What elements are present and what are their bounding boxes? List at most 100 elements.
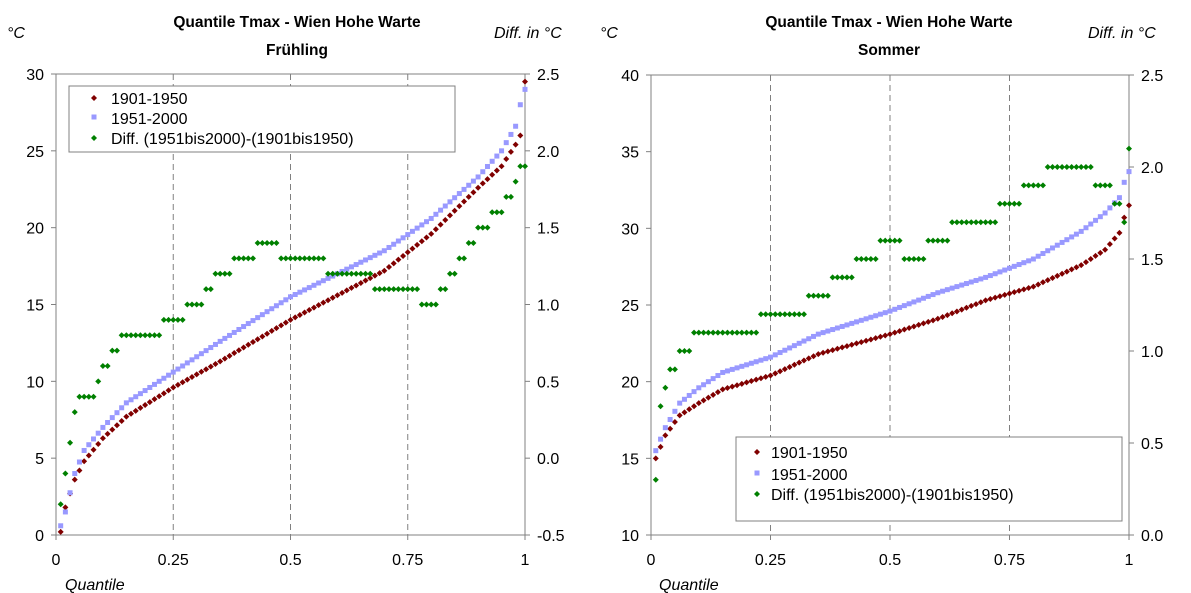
chart-2-point-1951-2000 xyxy=(710,376,716,382)
chart-1-point-1951-2000 xyxy=(358,259,364,265)
chart-1-point-1901-1950 xyxy=(390,260,397,267)
chart-1-point-diff xyxy=(489,209,496,216)
chart-2-point-1901-1950 xyxy=(973,301,980,308)
chart-1-y2-tick-label: 2.5 xyxy=(537,67,559,84)
chart-2-point-diff xyxy=(676,348,683,354)
chart-1-point-1901-1950 xyxy=(99,435,106,442)
chart-2-point-1951-2000 xyxy=(796,340,802,346)
chart-1-point-diff xyxy=(137,332,144,339)
chart-1-point-1901-1950 xyxy=(207,363,214,370)
chart-1-point-1951-2000 xyxy=(414,225,420,231)
chart-1-point-1951-2000 xyxy=(123,400,129,406)
chart-2-point-1951-2000 xyxy=(839,323,845,329)
chart-2-point-1951-2000 xyxy=(748,360,754,366)
chart-2-point-1951-2000 xyxy=(753,359,759,365)
chart-2-point-diff xyxy=(829,274,836,281)
chart-2-point-1901-1950 xyxy=(691,403,698,410)
chart-1-point-1901-1950 xyxy=(193,371,200,378)
chart-1-gridlines xyxy=(172,74,409,535)
chart-2-point-1901-1950 xyxy=(930,317,937,324)
chart-1-point-diff xyxy=(470,240,477,247)
chart-2-point-1901-1950 xyxy=(953,308,960,315)
chart-1-point-diff xyxy=(165,316,172,323)
chart-2-point-1951-2000 xyxy=(653,448,659,454)
chart-2-point-diff xyxy=(839,274,846,281)
chart-2-point-1901-1950 xyxy=(1116,229,1123,236)
chart-1-point-1951-2000 xyxy=(461,186,467,192)
chart-2-point-1951-2000 xyxy=(734,365,740,371)
chart-1-point-1951-2000 xyxy=(391,241,397,247)
chart-1-point-diff xyxy=(456,255,463,262)
chart-2-point-1901-1950 xyxy=(777,368,784,375)
chart-2-point-diff xyxy=(824,292,831,299)
chart-1-point-1951-2000 xyxy=(363,257,369,263)
chart-1-point-1951-2000 xyxy=(269,306,275,312)
chart-2-point-1901-1950 xyxy=(757,375,764,382)
chart-1-point-diff xyxy=(104,362,111,369)
chart-2-point-diff xyxy=(1102,182,1109,189)
chart-2-point-1901-1950 xyxy=(1025,284,1032,291)
chart-2-point-1951-2000 xyxy=(1007,265,1012,271)
chart-2-point-1901-1950 xyxy=(958,306,965,313)
chart-2-point-1901-1950 xyxy=(1035,281,1042,288)
chart-2-point-diff xyxy=(1092,182,1099,189)
chart-2-point-diff xyxy=(777,311,784,318)
chart-2-point-diff xyxy=(1020,182,1027,189)
chart-1-point-diff xyxy=(264,240,271,247)
chart-2-point-1951-2000 xyxy=(944,287,950,293)
chart-1-point-1951-2000 xyxy=(325,275,331,281)
chart-2-point-1901-1950 xyxy=(671,419,678,426)
chart-2-point-1901-1950 xyxy=(891,329,898,336)
chart-2-point-diff xyxy=(657,403,664,410)
chart-2-point-1951-2000 xyxy=(968,279,974,285)
chart-1-point-diff xyxy=(437,286,444,293)
chart-1-point-diff xyxy=(203,286,210,293)
chart-2-point-1951-2000 xyxy=(983,274,989,280)
chart-2-point-diff xyxy=(671,366,678,373)
chart-2-point-diff xyxy=(1116,200,1123,207)
chart-1-point-1901-1950 xyxy=(484,176,491,183)
chart-1-point-1951-2000 xyxy=(470,178,476,184)
chart-2-point-diff xyxy=(1016,200,1023,207)
chart-2-point-1901-1950 xyxy=(882,332,889,339)
chart-1-y2-tick-label: 0.5 xyxy=(537,374,559,391)
chart-2-point-1951-2000 xyxy=(1097,214,1103,220)
chart-1-point-diff xyxy=(512,178,519,185)
chart-2-point-1951-2000 xyxy=(820,330,826,336)
chart-1-legend-marker-diff xyxy=(91,135,97,141)
chart-2-point-1901-1950 xyxy=(815,351,822,358)
chart-2-point-1951-2000 xyxy=(949,285,955,291)
chart-1-point-1951-2000 xyxy=(499,148,505,154)
chart-1-point-1901-1950 xyxy=(90,446,97,453)
chart-2-point-1951-2000 xyxy=(758,357,764,363)
chart-1-point-1951-2000 xyxy=(494,153,500,159)
chart-2-point-1901-1950 xyxy=(1082,259,1089,266)
chart-1-point-1951-2000 xyxy=(311,282,317,288)
chart-2-y-tick-label: 20 xyxy=(621,375,639,392)
chart-1-point-1951-2000 xyxy=(72,471,78,477)
chart-1-subtitle: Frühling xyxy=(266,42,328,59)
chart-2-point-1901-1950 xyxy=(700,397,707,404)
chart-2-point-diff xyxy=(719,329,726,336)
chart-2-point-1951-2000 xyxy=(901,303,907,309)
chart-2-point-1951-2000 xyxy=(959,282,965,288)
chart-1-point-1951-2000 xyxy=(466,182,472,188)
chart-1-y-tick-label: 15 xyxy=(26,298,44,315)
chart-1-point-diff xyxy=(371,286,378,293)
chart-2-point-1951-2000 xyxy=(863,316,869,322)
chart-1-point-1951-2000 xyxy=(91,436,97,442)
chart-1-point-diff xyxy=(357,270,364,277)
chart-2-point-1901-1950 xyxy=(1059,270,1066,277)
chart-2-point-diff xyxy=(977,219,984,226)
chart-1-point-diff xyxy=(151,332,158,339)
chart-2-point-1901-1950 xyxy=(853,340,860,347)
chart-2-point-1951-2000 xyxy=(1069,234,1075,240)
chart-1-point-1901-1950 xyxy=(287,316,294,323)
chart-1-point-1951-2000 xyxy=(513,123,519,129)
chart-2-point-1901-1950 xyxy=(887,331,893,338)
chart-2-point-1901-1950 xyxy=(748,378,755,385)
chart-1-point-1901-1950 xyxy=(132,407,139,414)
chart-1-point-1901-1950 xyxy=(348,284,355,291)
chart-2-point-1901-1950 xyxy=(791,361,798,368)
chart-2-point-1951-2000 xyxy=(877,311,883,317)
